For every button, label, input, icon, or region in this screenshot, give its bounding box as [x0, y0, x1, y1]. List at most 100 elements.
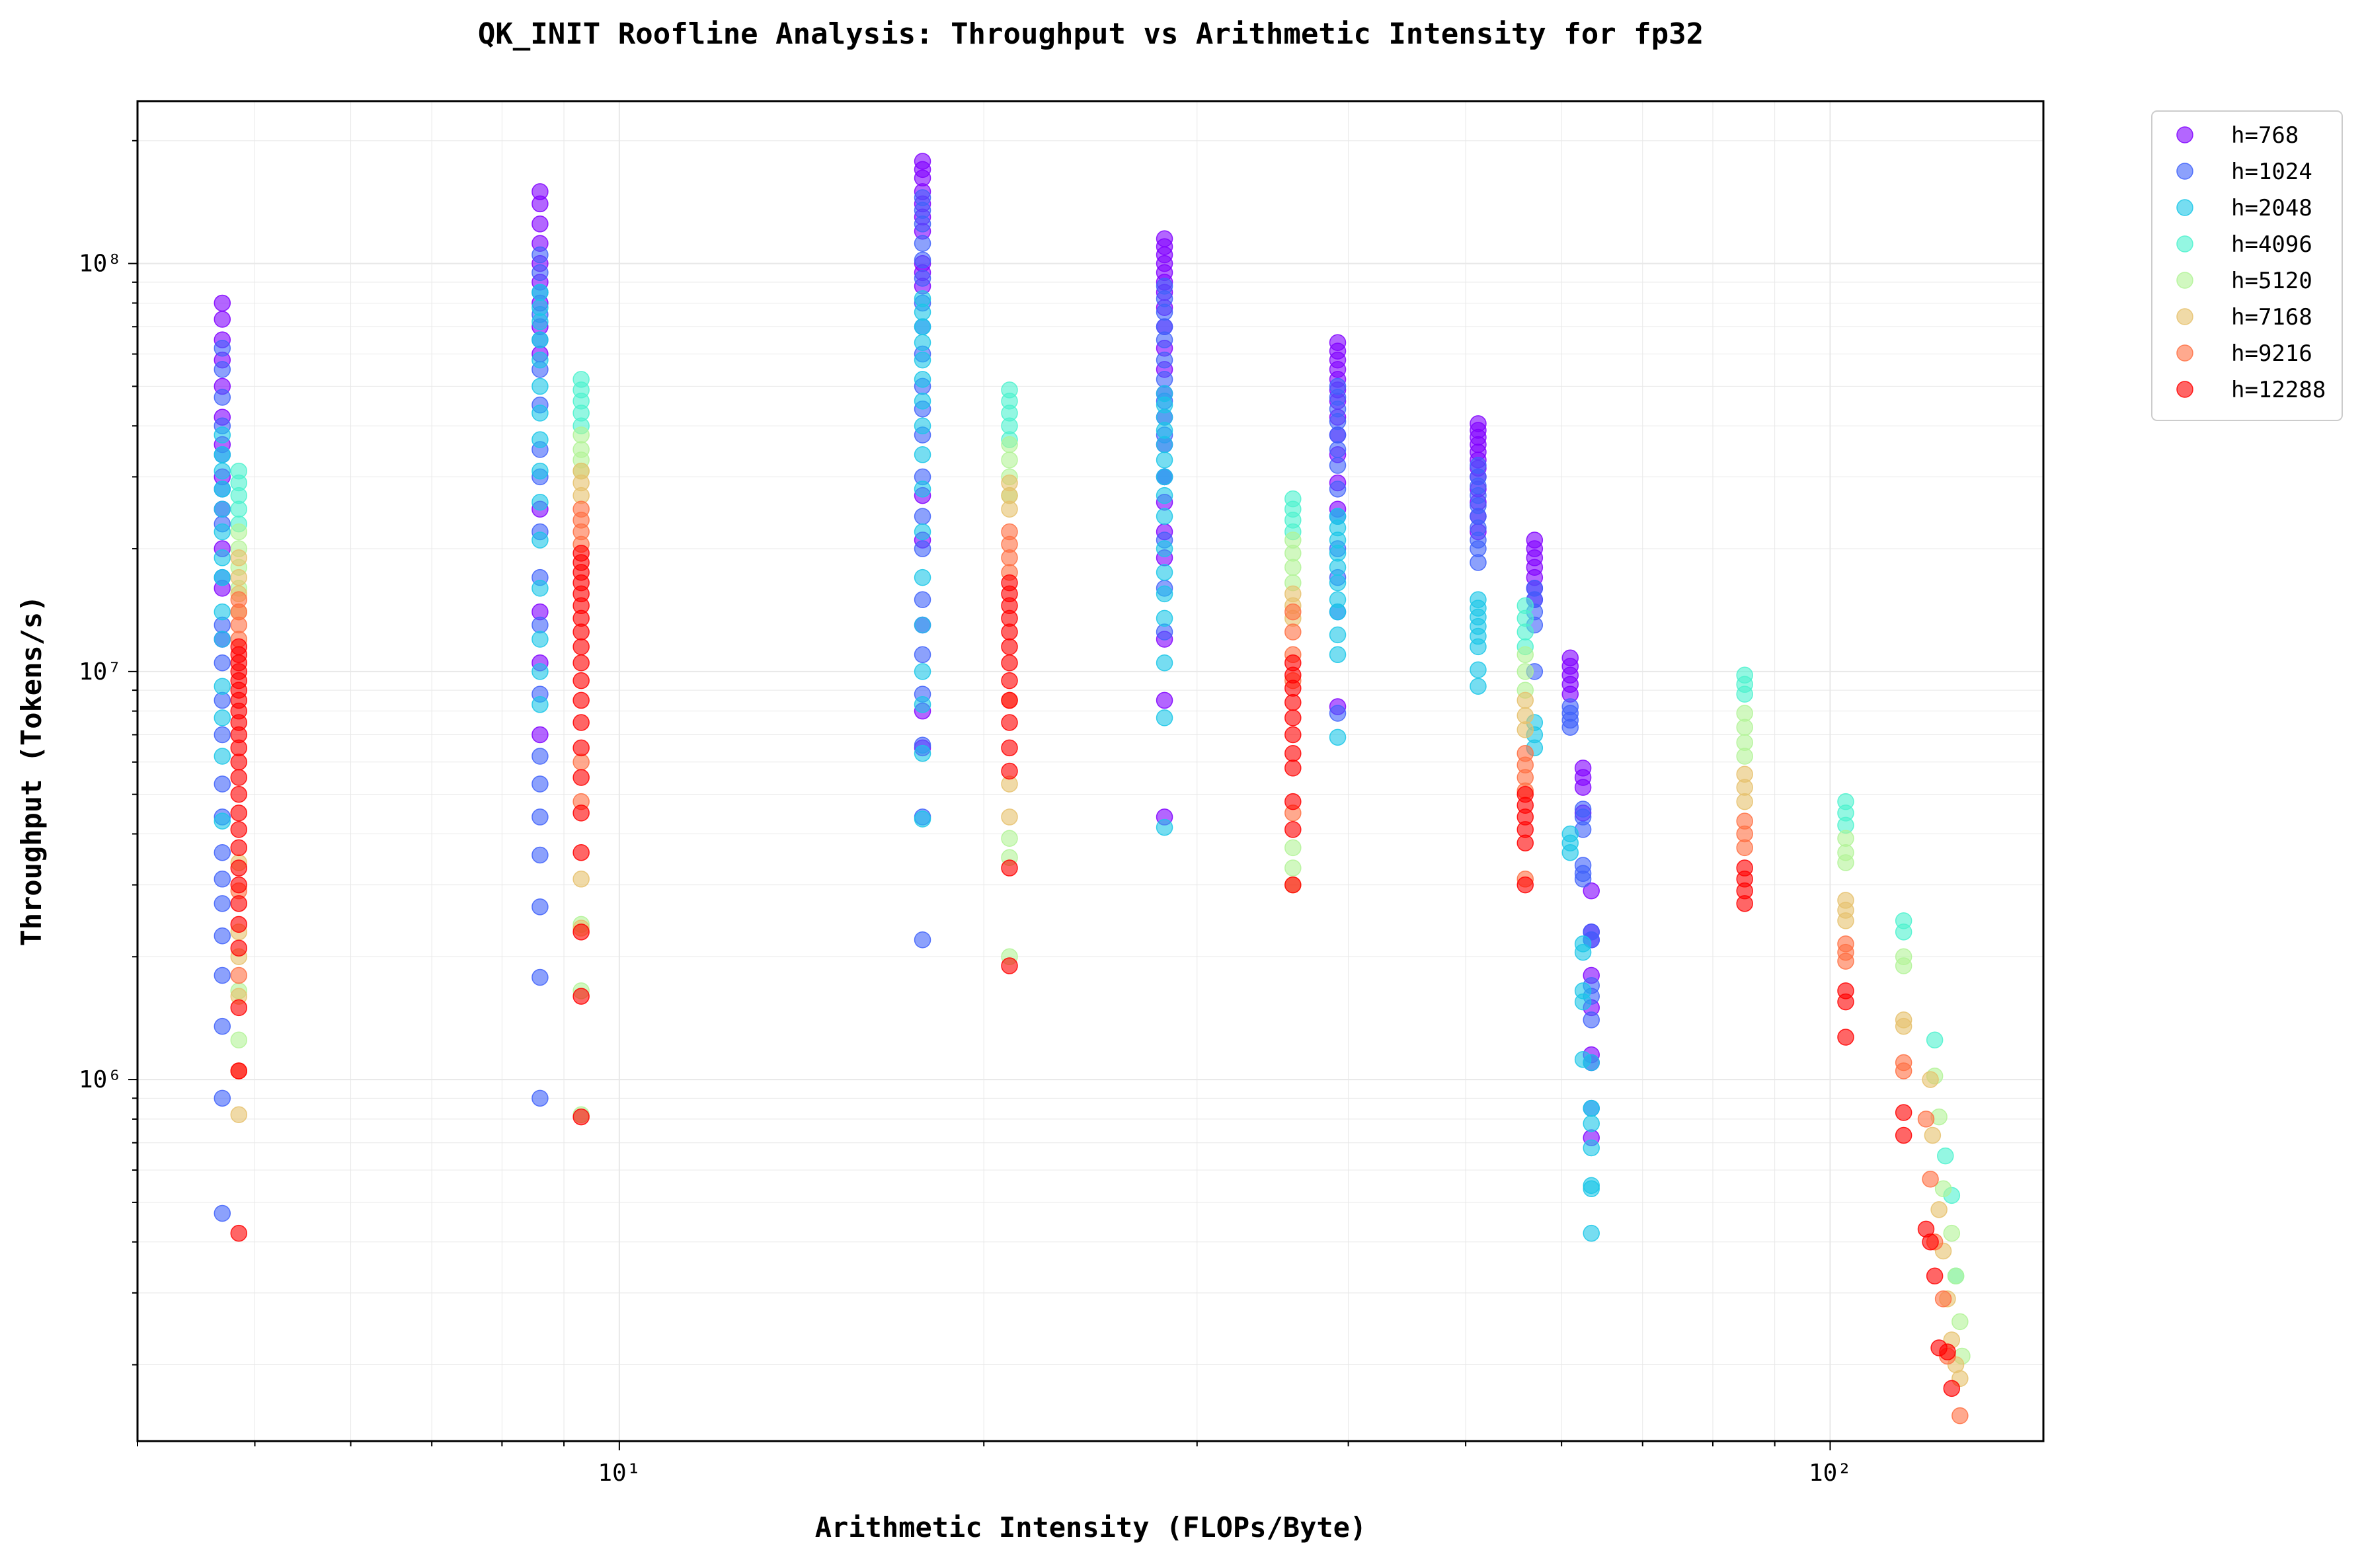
data-point [1284, 726, 1302, 744]
data-point [532, 748, 549, 765]
data-point [1895, 923, 1912, 941]
data-point [230, 568, 248, 586]
data-point [1583, 1139, 1600, 1157]
data-point [572, 923, 590, 941]
data-point [1001, 859, 1018, 877]
data-point [1934, 1290, 1952, 1308]
data-point [1951, 1407, 1969, 1425]
data-point [1736, 719, 1753, 736]
data-point [572, 638, 590, 656]
data-point [1001, 714, 1018, 731]
x-tick-label: 10² [1809, 1460, 1852, 1487]
data-point [1837, 830, 1854, 847]
data-point [214, 481, 231, 498]
data-point [214, 1017, 231, 1035]
data-point [532, 264, 549, 282]
data-point [1951, 1313, 1969, 1331]
legend-label: h=12288 [2231, 377, 2326, 403]
data-point [1001, 691, 1018, 709]
data-point [1837, 912, 1854, 929]
data-point [1470, 661, 1487, 678]
data-point [1001, 739, 1018, 757]
data-point [230, 785, 248, 803]
data-point [230, 966, 248, 984]
legend-marker [2176, 126, 2193, 143]
data-point [1736, 705, 1753, 722]
data-point [214, 340, 231, 357]
legend-label: h=2048 [2231, 195, 2312, 221]
data-point [214, 1089, 231, 1107]
y-tick-label: 10⁶ [79, 1066, 122, 1093]
data-point [1001, 808, 1018, 826]
data-point [214, 726, 231, 744]
data-point [1156, 508, 1173, 525]
legend-label: h=1024 [2231, 159, 2312, 185]
data-point [1470, 638, 1487, 656]
data-point [532, 299, 549, 316]
y-tick-label: 10⁷ [79, 658, 122, 686]
data-point [1470, 678, 1487, 695]
data-point [1284, 821, 1302, 838]
data-point [1583, 1180, 1600, 1198]
data-point [914, 235, 931, 252]
data-point [1001, 654, 1018, 672]
x-tick-label: 10¹ [598, 1460, 641, 1487]
data-point [1583, 1115, 1600, 1132]
data-point [1470, 554, 1487, 571]
data-point [1583, 882, 1600, 900]
data-point [1517, 646, 1534, 664]
data-point [1156, 436, 1173, 453]
data-point [914, 371, 931, 388]
data-point [1284, 744, 1302, 762]
data-point [914, 646, 931, 664]
data-point [230, 821, 248, 838]
y-axis-label: Throughput (Tokens/s) [15, 595, 48, 946]
data-point [532, 696, 549, 713]
data-point [914, 216, 931, 233]
data-point [1583, 1011, 1600, 1029]
data-point [572, 714, 590, 731]
data-point [1583, 1224, 1600, 1242]
data-point [914, 663, 931, 680]
data-point [572, 739, 590, 757]
data-point [1329, 646, 1347, 664]
data-point [1156, 303, 1173, 321]
data-point [1736, 793, 1753, 810]
data-point [572, 804, 590, 822]
data-point [532, 775, 549, 793]
data-point [230, 999, 248, 1017]
data-point [1001, 500, 1018, 518]
data-point [214, 631, 231, 648]
data-point [214, 895, 231, 912]
legend-marker [2176, 235, 2193, 253]
data-point [230, 769, 248, 786]
data-point [572, 988, 590, 1005]
legend-marker [2176, 308, 2193, 325]
data-point [914, 446, 931, 463]
data-point [1574, 779, 1592, 796]
legend-marker [2176, 163, 2193, 180]
data-point [214, 462, 231, 480]
data-point [230, 839, 248, 857]
data-point [572, 654, 590, 672]
data-point [1736, 895, 1753, 912]
data-point [1837, 993, 1854, 1011]
data-point [1284, 793, 1302, 810]
data-point [1895, 1062, 1912, 1079]
data-point [230, 523, 248, 541]
data-point [1001, 957, 1018, 974]
legend-marker [2176, 381, 2193, 398]
data-point [1001, 623, 1018, 641]
data-point [532, 631, 549, 648]
data-point [1284, 623, 1302, 641]
data-point [1001, 830, 1018, 847]
data-point [1156, 451, 1173, 469]
data-point [914, 540, 931, 557]
data-point [1284, 545, 1302, 562]
data-point [572, 691, 590, 709]
data-point [1284, 839, 1302, 857]
data-point [914, 616, 931, 634]
data-point [230, 1062, 248, 1079]
